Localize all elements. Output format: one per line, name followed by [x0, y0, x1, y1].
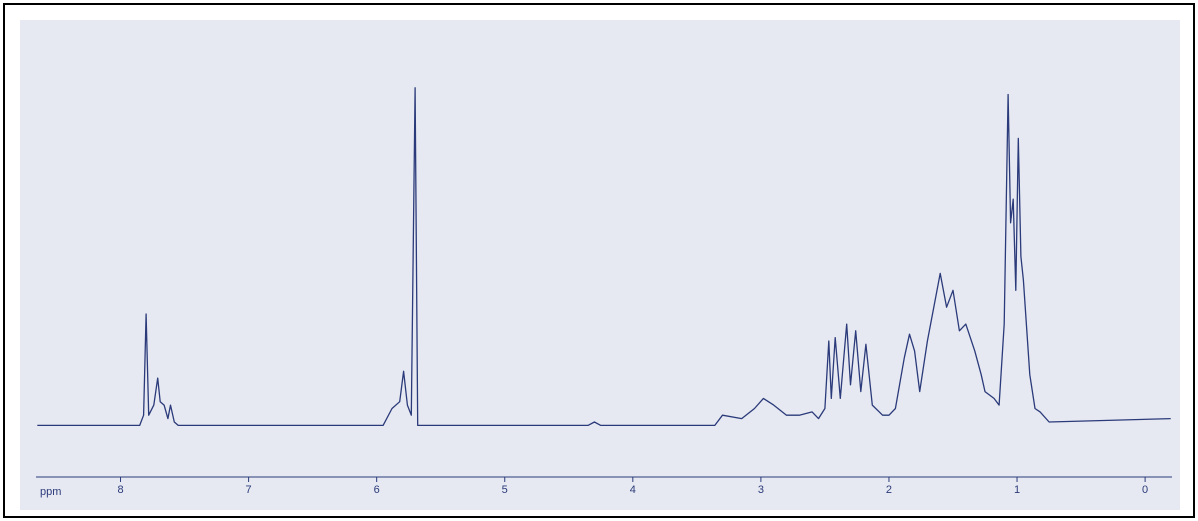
spectrum-line [37, 87, 1171, 427]
x-tick-label: 4 [630, 484, 636, 496]
x-tick-label: 5 [502, 484, 508, 496]
x-tick-label: 6 [374, 484, 380, 496]
plot-background [20, 20, 1180, 510]
x-tick-label: 1 [1014, 484, 1020, 496]
x-tick-label: 8 [117, 484, 123, 496]
x-tick-label: 3 [758, 484, 764, 496]
x-tick-label: 7 [246, 484, 252, 496]
x-tick-label: 2 [886, 484, 892, 496]
x-axis-label: ppm [40, 486, 61, 498]
x-tick-label: 0 [1142, 484, 1148, 496]
